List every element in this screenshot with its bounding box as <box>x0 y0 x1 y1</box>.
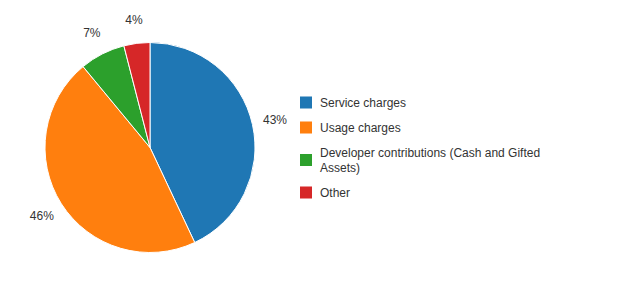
data-label: 43% <box>263 113 287 127</box>
data-label: 7% <box>83 26 101 40</box>
pie: 43% 46% 7% 4% <box>30 13 288 252</box>
legend-label: Service charges <box>320 96 406 110</box>
legend-item: Usage charges <box>300 121 401 135</box>
data-labels: 43% 46% 7% 4% <box>30 13 288 223</box>
chart-container: 43% 46% 7% 4% Service charges Usage charges De… <box>0 0 619 295</box>
legend-swatch <box>300 187 312 199</box>
legend-item: Developer contributions (Cash and Gifted… <box>300 146 540 175</box>
legend-swatch <box>300 154 312 166</box>
legend-swatch <box>300 122 312 134</box>
legend-swatch <box>300 97 312 109</box>
legend: Service charges Usage charges Developer co… <box>300 96 540 200</box>
legend-label: Usage charges <box>320 121 401 135</box>
legend-label: Developer contributions (Cash and Gifted… <box>320 146 540 175</box>
legend-item: Other <box>300 186 350 200</box>
data-label: 4% <box>125 13 143 27</box>
chart-svg: 43% 46% 7% 4% Service charges Usage charges De… <box>0 0 619 295</box>
data-label: 46% <box>30 209 54 223</box>
legend-item: Service charges <box>300 96 406 110</box>
legend-label: Other <box>320 186 350 200</box>
pie-slice <box>124 43 150 148</box>
slices <box>45 43 255 253</box>
